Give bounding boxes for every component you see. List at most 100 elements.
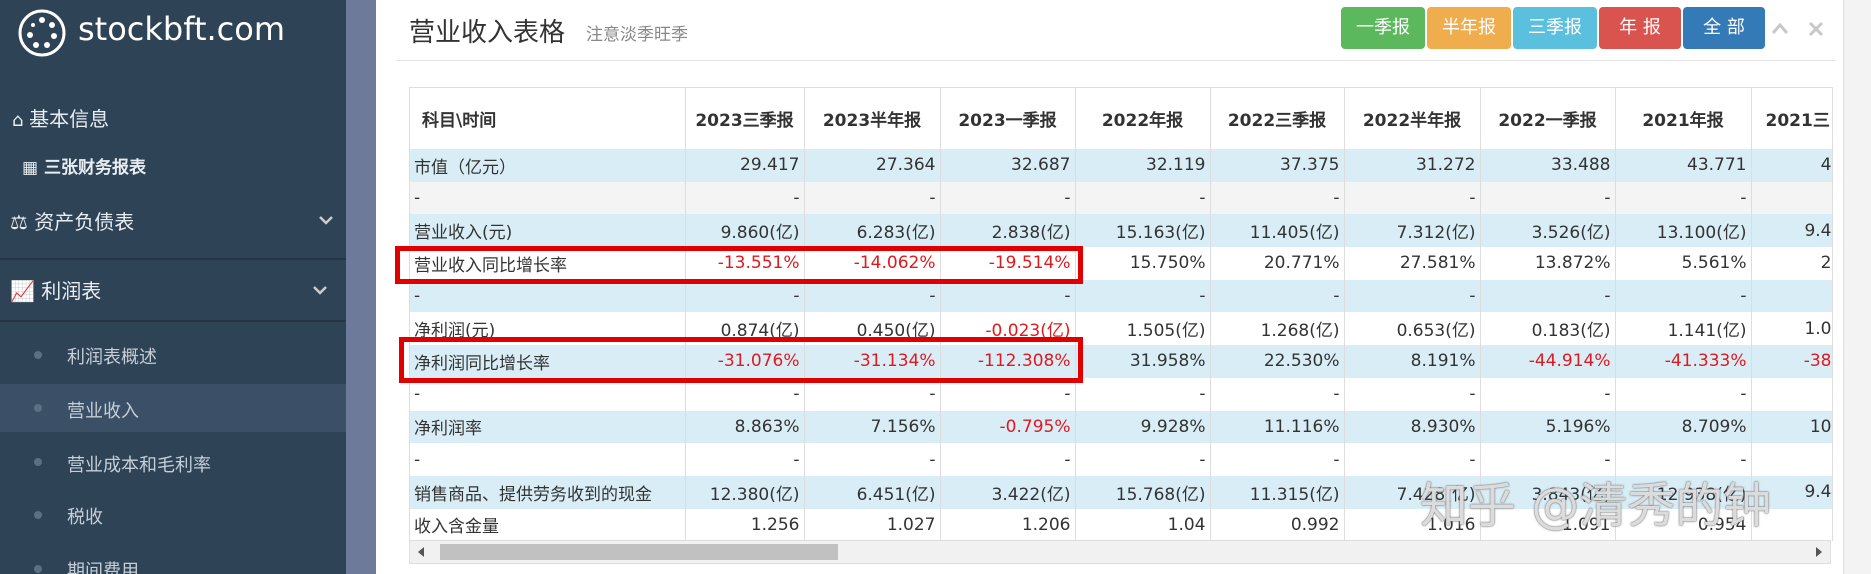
table-cell: - — [804, 279, 941, 313]
table-cell: 3.843(亿) — [1480, 475, 1616, 509]
table-row: 净利润同比增长率 -31.076% -31.134% -112.308% 31.958%… — [410, 345, 1832, 378]
table-cell: - — [1075, 443, 1211, 476]
menu-item[interactable]: ▦ 三张财务报表 — [22, 158, 146, 178]
scroll-left[interactable] — [416, 546, 426, 558]
table-cell: 33.488 — [1480, 149, 1616, 182]
table-cell — [1751, 508, 1832, 541]
table-cell: 1.04 — [1075, 508, 1211, 541]
table-cell: 营业收入(元) — [410, 214, 686, 248]
menu-item[interactable]: 营业成本和毛利率 — [67, 455, 211, 476]
table-cell: - — [1615, 181, 1752, 215]
table-cell: 9.4 — [1751, 214, 1832, 248]
table-cell: 营业收入同比增长率 — [410, 247, 686, 280]
table-cell: 3.526(亿) — [1480, 214, 1616, 248]
table-cell: 销售商品、提供劳务收到的现金 — [410, 475, 686, 509]
table-cell: -13.551% — [685, 247, 805, 280]
table-cell: -31.134% — [804, 345, 941, 378]
menu-label: 三张财务报表 — [43, 158, 146, 178]
table-cell: - — [685, 279, 805, 313]
table-cell: - — [1480, 279, 1616, 313]
table-cell: -0.795% — [940, 410, 1076, 444]
table-cell: 13.872% — [1480, 247, 1616, 280]
table-cell: - — [1480, 181, 1616, 215]
table-cell: 1.027 — [804, 508, 941, 541]
table-cell: -31.076% — [685, 345, 805, 378]
filter-button[interactable]: 全 部 — [1683, 7, 1765, 49]
filter-button[interactable]: 半年报 — [1427, 7, 1511, 49]
column-header: 2022三季报 — [1210, 88, 1345, 149]
scroll-thumb[interactable] — [440, 544, 838, 560]
table-cell: 7.156% — [804, 410, 941, 444]
table-cell: 0.183(亿) — [1480, 312, 1616, 346]
table-cell: - — [940, 181, 1076, 215]
scroll-right[interactable] — [1814, 546, 1824, 558]
chevron — [319, 216, 333, 225]
menu-item[interactable]: 营业收入 — [67, 401, 139, 422]
table-cell: - — [1480, 377, 1616, 411]
table-cell: - — [410, 443, 686, 476]
table-cell: 12.938(亿) — [1615, 475, 1752, 509]
close-icon[interactable] — [1808, 21, 1824, 37]
table-cell: - — [1210, 181, 1345, 215]
chevron — [313, 286, 327, 295]
table-cell: - — [804, 181, 941, 215]
table-cell: - — [1615, 279, 1752, 313]
table-cell: 1.091 — [1480, 508, 1616, 541]
menu-item[interactable]: ⌂ 基本信息 — [12, 107, 110, 131]
table-cell: 11.116% — [1210, 410, 1345, 444]
table-row: 市值（亿元） 29.417 27.364 32.687 32.119 37.375 31.2… — [410, 149, 1832, 182]
table-cell: 5.561% — [1615, 247, 1752, 280]
table-cell: 12.380(亿) — [685, 475, 805, 509]
scrollbar[interactable] — [409, 540, 1831, 564]
table-cell: -14.062% — [804, 247, 941, 280]
table-cell: 29.417 — [685, 149, 805, 182]
table-cell — [1751, 279, 1832, 313]
table-cell — [1751, 181, 1832, 215]
table-cell: 37.375 — [1210, 149, 1345, 182]
table-cell: 0.653(亿) — [1344, 312, 1481, 346]
table-cell: 8.709% — [1615, 410, 1752, 444]
table-cell: 9.4 — [1751, 475, 1832, 509]
table-cell: - — [1344, 377, 1481, 411]
table-cell: 27.581% — [1344, 247, 1481, 280]
column-header: 科目\时间 — [410, 88, 686, 149]
header-row: 科目\时间 2023三季报 2023半年报 2023一季报 2022年报 2022三季报 2… — [410, 88, 1832, 149]
table-row: --------- — [410, 377, 1832, 411]
table-cell: 32.119 — [1075, 149, 1211, 182]
table-row: 净利润率 8.863% 7.156% -0.795% 9.928% 11.116% 8.93… — [410, 410, 1832, 444]
menu-item[interactable]: ⚖ 资产负债表 — [10, 210, 135, 234]
table-cell: 7.312(亿) — [1344, 214, 1481, 248]
table-cell: 43.771 — [1615, 149, 1752, 182]
table-cell: - — [685, 377, 805, 411]
filter-button[interactable]: 一季报 — [1341, 7, 1425, 49]
table-row: 营业收入(元) 9.860(亿) 6.283(亿) 2.838(亿) 15.163(亿)… — [410, 214, 1832, 248]
sidebar: stockbft.com ⌂ 基本信息 ▦ 三张财务报表 ⚖ 资产负债表 📈 利… — [0, 0, 346, 574]
menu-item[interactable]: 期间费用 — [67, 561, 139, 574]
table-cell: - — [1615, 377, 1752, 411]
table-cell: 1.0 — [1751, 312, 1832, 346]
table-cell: 4 — [1751, 149, 1832, 182]
table-cell: 净利润同比增长率 — [410, 345, 686, 378]
table-cell: - — [804, 377, 941, 411]
table-cell: 2 — [1751, 247, 1832, 280]
table-cell: - — [1075, 181, 1211, 215]
table-cell — [1751, 377, 1832, 411]
table-cell: 0.992 — [1210, 508, 1345, 541]
filter-button[interactable]: 年 报 — [1599, 7, 1681, 49]
table-cell: - — [940, 443, 1076, 476]
column-header: 2021三 — [1751, 88, 1832, 149]
table-cell: 1.206 — [940, 508, 1076, 541]
table-cell: - — [940, 377, 1076, 411]
menu-item[interactable]: 📈 利润表 — [10, 279, 102, 303]
table-cell: 13.100(亿) — [1615, 214, 1752, 248]
menu-item[interactable]: 利润表概述 — [67, 347, 157, 368]
menu-item[interactable]: 税收 — [67, 507, 103, 528]
table-cell: - — [410, 377, 686, 411]
collapse-icon[interactable] — [1771, 22, 1789, 34]
table-cell: 市值（亿元） — [410, 149, 686, 182]
table-cell: 9.928% — [1075, 410, 1211, 444]
filter-button[interactable]: 三季报 — [1513, 7, 1597, 49]
separator — [0, 320, 346, 322]
table-cell: 11.315(亿) — [1210, 475, 1345, 509]
